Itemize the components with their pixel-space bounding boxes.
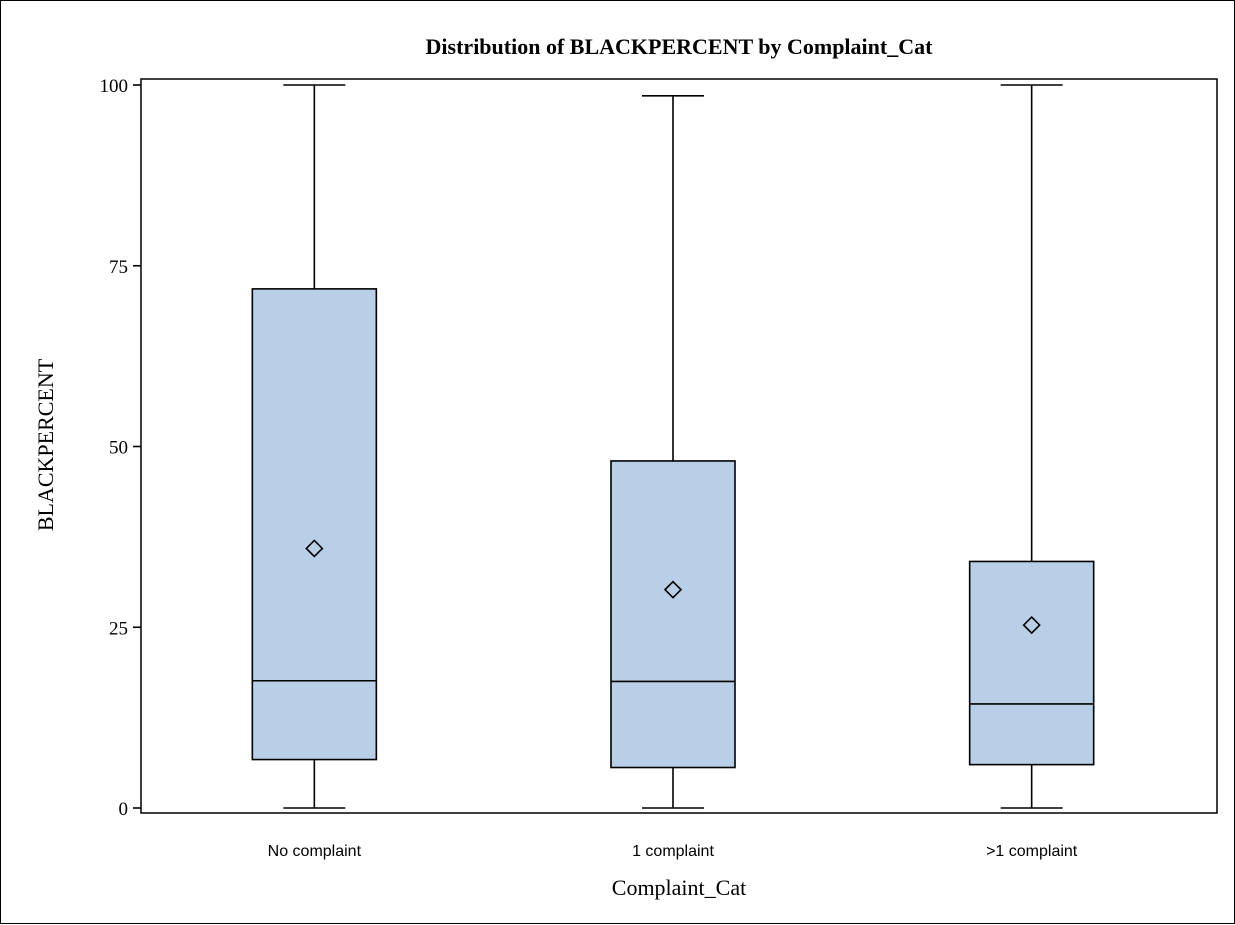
y-tick-label: 50 [109, 438, 128, 459]
mean-marker [305, 539, 324, 558]
box-iqr [251, 288, 378, 761]
y-tick-label: 100 [100, 76, 129, 97]
x-tick-label: No complaint [268, 843, 362, 860]
box-iqr [610, 460, 736, 769]
x-axis-label: Complaint_Cat [612, 875, 746, 900]
mean-marker [663, 580, 683, 599]
y-tick-label: 75 [109, 257, 128, 278]
chart-marks: 0 25 50 75 100 No complaint 1 complaint >1 comp… [100, 76, 1095, 860]
y-tick-label: 25 [109, 618, 128, 639]
x-tick-label: >1 complaint [986, 843, 1078, 860]
y-axis-label: BLACKPERCENT [33, 358, 58, 531]
y-tick-label: 0 [119, 799, 129, 820]
box-iqr [968, 560, 1095, 766]
mean-marker [1022, 615, 1041, 635]
x-tick-label: 1 complaint [632, 843, 714, 860]
chart-title: Distribution of BLACKPERCENT by Complain… [426, 34, 934, 59]
